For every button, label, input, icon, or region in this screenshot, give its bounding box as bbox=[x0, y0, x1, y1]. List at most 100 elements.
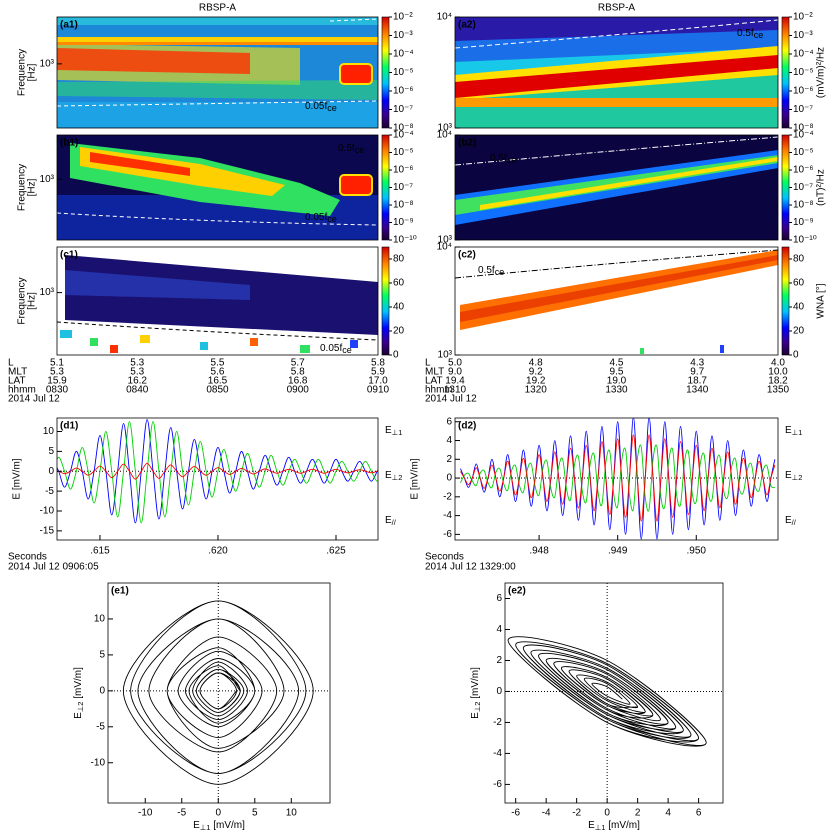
ephemeris-value: 1330 bbox=[605, 385, 628, 396]
panel-label: (c1) bbox=[60, 250, 78, 261]
y-tick-label: 2 bbox=[446, 454, 452, 465]
colorbar-tick-label: 10⁻⁵ bbox=[393, 67, 414, 78]
plot-frame bbox=[454, 16, 779, 129]
wave-line bbox=[57, 419, 378, 524]
subscript: ⊥1 bbox=[792, 428, 803, 437]
ephemeris-value: 5.6 bbox=[211, 367, 225, 378]
y-tick-label: 10 bbox=[94, 614, 106, 625]
spectrogram-image bbox=[454, 17, 779, 128]
colorbar-tick-label: 10⁻² bbox=[393, 12, 413, 23]
annotation: 0.05fce bbox=[305, 212, 337, 225]
subscript: ⊥2 bbox=[792, 473, 803, 482]
x-tick-label: -6 bbox=[511, 808, 520, 819]
x-tick-label: -5 bbox=[177, 808, 186, 819]
y-tick-label: 0 bbox=[446, 473, 452, 484]
ephemeris-value: 1320 bbox=[525, 385, 548, 396]
x-tick-label: 5 bbox=[252, 808, 258, 819]
spectrogram-image bbox=[454, 135, 779, 240]
colorbar-tick-label: 10⁻⁴ bbox=[393, 130, 414, 141]
panel-label: (b1) bbox=[60, 138, 78, 149]
subscript: // bbox=[792, 518, 797, 527]
ephemeris-value: 17.0 bbox=[368, 376, 388, 387]
colorbar-tick-label: 20 bbox=[393, 326, 405, 337]
y-tick-label: 2 bbox=[496, 655, 502, 666]
colorbar-label: (nT)²/Hz bbox=[816, 169, 827, 206]
y-tick-label: -2 bbox=[443, 491, 452, 502]
symbol: E bbox=[193, 820, 200, 830]
ephemeris-value: 9.0 bbox=[448, 367, 462, 378]
y-tick-label: -5 bbox=[45, 486, 54, 497]
wave-line bbox=[57, 462, 378, 480]
ephemeris-value: 5.1 bbox=[50, 358, 64, 369]
hodogram-line bbox=[507, 636, 707, 747]
ephemeris-date: 2014 Jul 12 bbox=[8, 394, 60, 405]
spectrogram-image bbox=[56, 17, 379, 128]
plot-frame bbox=[454, 134, 779, 241]
plot-frame bbox=[454, 417, 779, 541]
symbol: E bbox=[588, 820, 595, 830]
colorbar-label: (mV/m)²/Hz bbox=[816, 47, 827, 98]
spectrogram-image bbox=[56, 247, 379, 355]
panel-label: (d2) bbox=[458, 421, 476, 432]
legend-entry: E⊥2 bbox=[785, 470, 802, 482]
ephemeris-value: 4.0 bbox=[771, 358, 785, 369]
symbol: E bbox=[73, 712, 84, 719]
y-tick-label: -6 bbox=[443, 529, 452, 540]
annotation: 0.5fce bbox=[338, 143, 364, 156]
date-label: 2014 Jul 12 1329:00 bbox=[425, 562, 516, 573]
colorbar-tick-label: 10⁻⁴ bbox=[793, 130, 814, 141]
ephemeris-value: 16.5 bbox=[208, 376, 228, 387]
colorbar-tick-label: 10⁻⁹ bbox=[793, 217, 814, 228]
colorbar-tick-label: 80 bbox=[393, 254, 405, 265]
ephemeris-value: 5.3 bbox=[130, 367, 144, 378]
colorbar-tick-label: 10⁻² bbox=[793, 12, 813, 23]
y-axis-label: [Hz] bbox=[27, 178, 38, 196]
y-tick-label: 5 bbox=[99, 650, 105, 661]
legend-entry: E⊥1 bbox=[385, 425, 402, 437]
y-tick-label: 6 bbox=[496, 593, 502, 604]
x-tick-label: -10 bbox=[138, 808, 153, 819]
colorbar-tick-label: 10⁻⁷ bbox=[793, 182, 813, 193]
ephemeris-value: 5.8 bbox=[371, 358, 385, 369]
wave-line bbox=[460, 434, 776, 522]
colorbar-label: WNA [°] bbox=[816, 283, 827, 318]
ephemeris-value: 5.8 bbox=[291, 367, 305, 378]
subscript: // bbox=[392, 518, 397, 527]
chart-title: RBSP-A bbox=[598, 3, 636, 14]
legend-entry: E⊥1 bbox=[785, 425, 802, 437]
panel-label: (a2) bbox=[458, 20, 476, 31]
symbol: E bbox=[385, 425, 392, 436]
ephemeris-row-label: hhmm bbox=[8, 385, 36, 396]
y-axis-label: [Hz] bbox=[27, 292, 38, 310]
y-axis-label: E [mV/m] bbox=[12, 458, 23, 499]
ephemeris-value: 10.0 bbox=[768, 367, 788, 378]
y-tick-label: 6 bbox=[446, 416, 452, 427]
annotation-subscript: ce bbox=[327, 103, 337, 113]
colorbar-tick-label: 20 bbox=[793, 326, 805, 337]
ephemeris-value: 19.2 bbox=[526, 376, 546, 387]
y-axis-label: E [mV/m] bbox=[410, 458, 421, 499]
annotation: 0.05fce bbox=[305, 101, 337, 114]
colorbar-tick-label: 10⁻⁶ bbox=[393, 165, 414, 176]
unit: [mV/m] bbox=[470, 667, 481, 702]
ephemeris-row-label: MLT bbox=[8, 367, 27, 378]
colorbar-tick-label: 10⁻⁵ bbox=[793, 67, 814, 78]
symbol: E bbox=[385, 515, 392, 526]
ephemeris-value: 9.7 bbox=[690, 367, 704, 378]
spectrogram-image bbox=[454, 247, 779, 355]
symbol: E bbox=[470, 712, 481, 719]
colorbar-tick-label: 10⁻³ bbox=[393, 30, 413, 41]
colorbar-tick-label: 10⁻⁸ bbox=[793, 200, 814, 211]
colorbar-tick-label: 40 bbox=[793, 302, 805, 313]
colorbar bbox=[781, 16, 790, 129]
ephemeris-row-label: LAT bbox=[425, 376, 443, 387]
y-tick-label: -5 bbox=[96, 721, 105, 732]
hodogram-line bbox=[122, 600, 314, 785]
x-tick-label: .949 bbox=[608, 546, 628, 557]
subscript: ⊥2 bbox=[392, 473, 403, 482]
plot-frame bbox=[504, 582, 724, 804]
ephemeris-date: 2014 Jul 12 bbox=[425, 394, 477, 405]
y-tick-label: 10³ bbox=[40, 59, 55, 70]
unit: [mV/m] bbox=[73, 667, 84, 702]
y-tick-label: 5 bbox=[48, 446, 54, 457]
